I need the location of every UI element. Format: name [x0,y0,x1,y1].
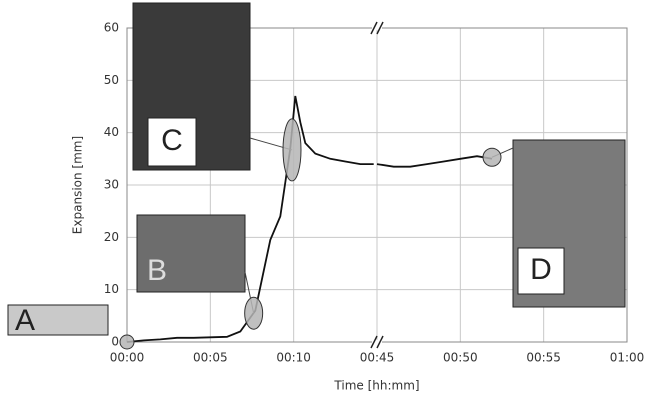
x-axis-label: Time [hh:mm] [333,379,419,393]
annotation-marker [482,147,502,167]
y-tick-label: 30 [104,178,119,192]
x-tick-label: 00:05 [193,351,228,365]
y-tick-label: 0 [111,335,119,349]
x-tick-label: 00:10 [276,351,311,365]
x-tick-label: 01:00 [610,351,645,365]
axis-break-mark [376,335,384,349]
axis-break-mark [370,335,378,349]
y-tick-label: 20 [104,230,119,244]
y-tick-label: 50 [104,73,119,87]
x-tick-label: 00:00 [110,351,145,365]
x-tick-label: 00:45 [360,351,395,365]
annotation-label: B [147,254,167,287]
annotation-marker [244,296,264,330]
axis-break-gap [372,26,382,30]
annotation-label: C [161,124,183,157]
y-axis-label: Expansion [mm] [71,136,85,234]
y-tick-label: 40 [104,125,119,139]
photo-b [136,214,246,293]
y-tick-label: 10 [104,282,119,296]
photo-a [7,304,109,336]
x-tick-label: 00:55 [526,351,561,365]
axis-break-mark [376,21,384,35]
annotation-marker [119,334,135,350]
x-tick-label: 00:50 [443,351,478,365]
annotation-label: D [530,253,552,286]
annotation-marker [282,118,302,182]
annotation-label: A [15,304,35,337]
y-tick-label: 60 [104,21,119,35]
axis-break-gap [372,340,382,344]
label-box [517,247,565,295]
axis-break-mark [370,21,378,35]
data-line [126,95,493,343]
label-box [147,117,197,167]
